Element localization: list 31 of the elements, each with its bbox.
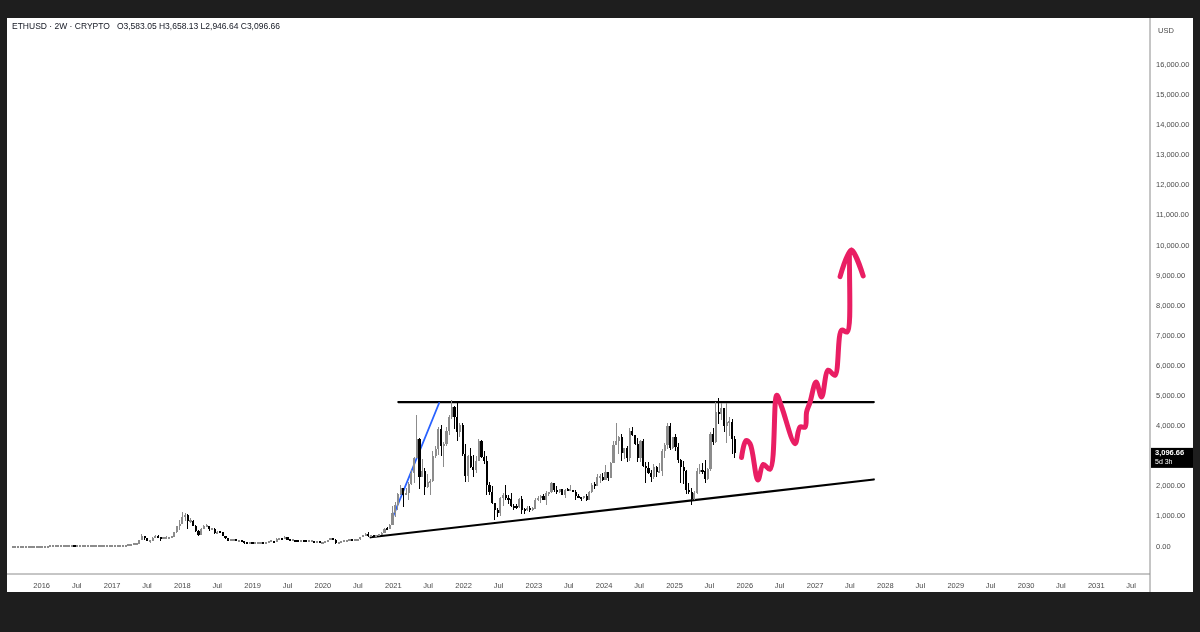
candlestick xyxy=(232,538,235,541)
candlestick xyxy=(515,504,518,509)
candlestick xyxy=(38,545,41,548)
candlestick xyxy=(550,482,553,494)
candlestick xyxy=(639,440,642,462)
candlestick xyxy=(162,536,165,539)
candlestick xyxy=(294,539,297,542)
candlestick xyxy=(725,403,728,444)
candlestick xyxy=(92,545,95,548)
candlestick xyxy=(189,517,192,524)
candlestick xyxy=(259,541,262,544)
candlestick xyxy=(391,505,394,526)
candlestick xyxy=(197,529,200,536)
candlestick xyxy=(127,544,130,547)
candlestick xyxy=(251,541,254,544)
chart-title: ETHUSD · 2W · CRYPTO xyxy=(12,21,111,32)
candlestick xyxy=(418,438,421,490)
candlestick xyxy=(604,464,607,481)
candlestick xyxy=(356,538,359,541)
candlestick xyxy=(224,535,227,540)
candlestick xyxy=(286,536,289,540)
chart-subtitle: O3,583.05 H3,658.13 L2,946.64 C3,096.66 xyxy=(116,21,281,32)
candlestick xyxy=(321,541,324,544)
candlestick xyxy=(65,545,68,548)
candlestick xyxy=(30,545,33,548)
candlestick xyxy=(73,545,76,548)
candlestick xyxy=(100,545,103,548)
candlestick xyxy=(542,493,545,501)
candlestick xyxy=(135,542,138,545)
candlestick xyxy=(504,485,507,500)
candlestick xyxy=(348,538,351,541)
